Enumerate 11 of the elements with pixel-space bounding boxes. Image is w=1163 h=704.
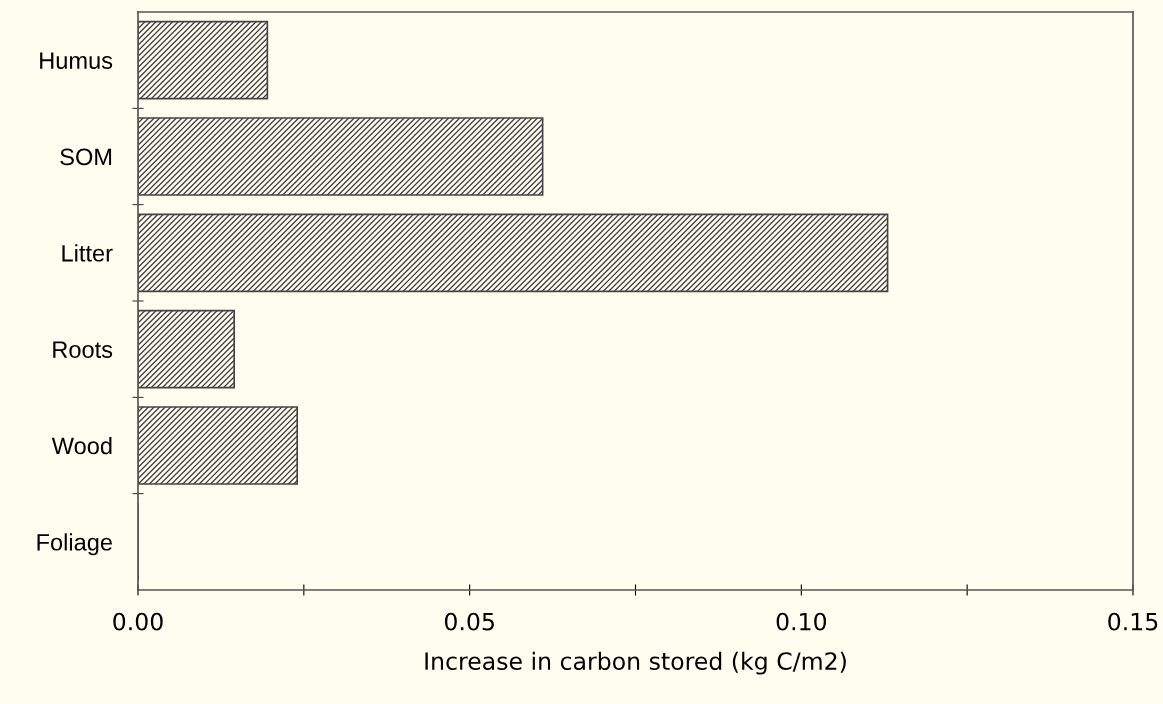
y-tick-label: Roots: [53, 341, 113, 358]
y-tick-label: Litter: [62, 244, 113, 262]
x-tick-label: 0.00: [113, 612, 163, 631]
x-tick-label: 0.10: [776, 612, 827, 631]
y-tick-label: Humus: [40, 52, 113, 69]
y-tick-label: SOM: [60, 148, 112, 166]
x-axis-title: Increase in carbon stored (kg C/m2): [425, 651, 846, 675]
x-tick-label: 0.15: [1108, 612, 1158, 631]
y-tick-label: Foliage: [37, 533, 112, 556]
y-tick-label: Wood: [51, 436, 112, 455]
x-tick-label: 0.05: [444, 612, 494, 631]
